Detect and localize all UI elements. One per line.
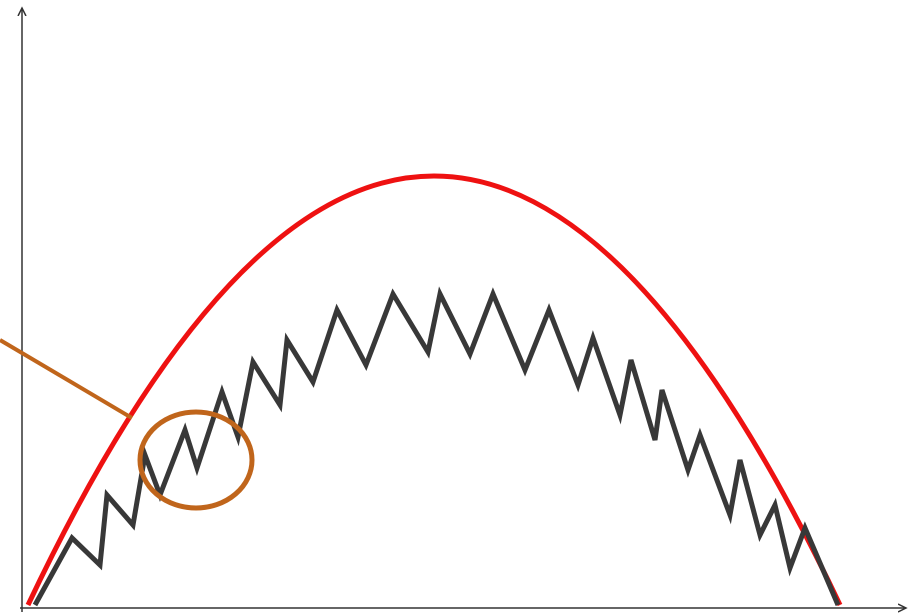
zigzag-curve <box>32 286 841 607</box>
callout-line <box>0 338 134 420</box>
envelope-curve <box>25 173 843 607</box>
highlight-circle <box>137 409 255 511</box>
